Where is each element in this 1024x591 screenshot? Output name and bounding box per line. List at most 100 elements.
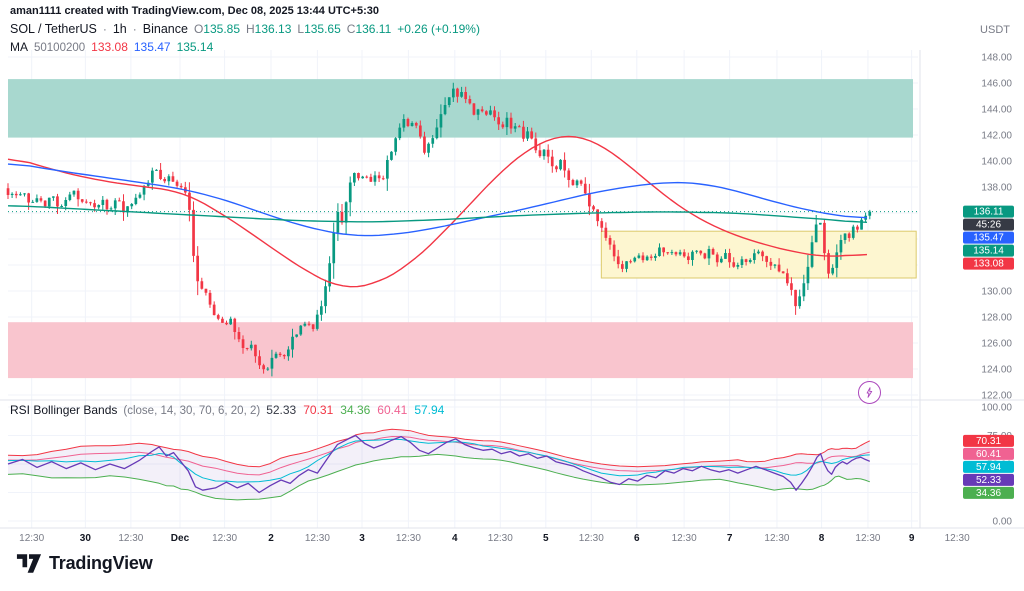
ma-indicator-title[interactable]: MA [10,40,28,54]
supply-zone [8,79,913,138]
symbol-legend: SOL / TetherUS · 1h · Binance O135.85 H1… [10,22,480,36]
time-tick-label: 4 [452,533,458,544]
open-value: O135.85 [193,22,240,36]
price-tick-label: 124.00 [981,365,1012,376]
rsi-legend-value: 57.94 [414,403,445,417]
time-tick-label: 30 [80,533,92,544]
time-tick-label: 7 [727,533,733,544]
price-tick-label: 148.00 [981,53,1012,64]
lightning-bolt-button[interactable] [858,381,881,404]
price-tick-label: 140.00 [981,157,1012,168]
tradingview-logo-icon [16,554,42,573]
price-tick-label: 142.00 [981,131,1012,142]
time-tick-label: 3 [359,533,365,544]
rsi-legend-values: 52.33 70.31 34.36 60.41 57.94 [266,403,444,417]
high-value: H136.13 [246,22,292,36]
rsi-badge [963,460,1014,473]
price-tick-label: 146.00 [981,79,1012,90]
time-tick-label: 12:30 [488,533,513,544]
currency-label: USDT [980,24,1010,36]
time-tick-label: 12:30 [396,533,421,544]
time-tick-label: 12:30 [945,533,970,544]
price-badge [963,218,1014,231]
time-axis[interactable]: 12:30 30 12:30 Dec 12:30 2 12:30 3 12:30 4 12:30 5 1… [19,533,970,544]
interval-label[interactable]: 1h [112,22,127,36]
svg-text:133.08: 133.08 [973,259,1004,270]
svg-text:136.11: 136.11 [974,207,1004,218]
separator-dot: · [132,22,137,36]
ma-line-ma50 [7,135,868,288]
consolidation-box [600,230,917,279]
svg-text:70.31: 70.31 [976,436,1001,447]
time-tick-label: 12:30 [579,533,604,544]
ma-params: 50100200 [34,42,86,54]
ma-line-ma200 [7,205,868,223]
rsi-legend-value: 60.41 [377,403,408,417]
time-tick-label: 12:30 [212,533,237,544]
lightning-bolt-icon [866,387,873,398]
rsi-badge [963,486,1014,499]
rsi-indicator-title[interactable]: RSI Bollinger Bands [10,403,118,417]
rsi-upper-band [7,428,871,468]
attribution-text: aman1111 created with TradingView.com, D… [10,5,379,17]
rsi-params: (close, 14, 30, 70, 6, 20, 2) [123,405,261,417]
rsi-pane [7,428,871,501]
close-value: C136.11 [346,22,392,36]
price-tick-label: 122.00 [981,391,1012,402]
time-tick-label: 12:30 [305,533,330,544]
low-value: L135.65 [297,22,341,36]
change-value: +0.26 (+0.19%) [397,22,480,36]
logo-text: TradingView [49,553,153,573]
axis-badges: 136.11 45:26 135.47 135.14 133.08 70.31 60.41 5… [963,205,1014,499]
ma-legend: MA 50100200 133.08 135.47 135.14 [10,40,213,54]
svg-text:135.47: 135.47 [973,233,1004,244]
rsi-line [7,434,871,494]
ma100-value: 135.47 [133,40,171,54]
time-tick-label: 9 [909,533,915,544]
rsi-legend-value: 52.33 [266,403,297,417]
time-tick-label: 5 [543,533,549,544]
svg-text:60.41: 60.41 [976,449,1001,460]
time-tick-label: 2 [268,533,274,544]
exchange-label[interactable]: Binance [142,22,188,36]
svg-text:45:26: 45:26 [976,220,1001,231]
time-tick-label: Dec [171,533,190,544]
time-tick-label: 8 [819,533,825,544]
rsi-badge [963,473,1014,486]
svg-text:135.14: 135.14 [973,246,1004,257]
rsi-tick-label: 100.00 [981,403,1012,414]
rsi-fast-line [7,438,870,483]
tradingview-logo[interactable]: TradingView [16,553,153,574]
time-tick-label: 12:30 [855,533,880,544]
price-badge [963,231,1014,244]
ma50-value: 133.08 [91,40,128,54]
candlestick-series [6,82,872,377]
svg-text:57.94: 57.94 [976,462,1001,473]
price-tick-label: 130.00 [981,287,1012,298]
time-tick-label: 12:30 [764,533,789,544]
price-tick-label: 128.00 [981,313,1012,324]
separator-dot: · [102,22,107,36]
rsi-lower-band [7,453,870,501]
time-tick-label: 12:30 [672,533,697,544]
price-badge [963,244,1014,257]
rsi-legend-value: 70.31 [303,403,334,417]
rsi-legend: RSI Bollinger Bands (close, 14, 30, 70, … [10,403,444,417]
svg-text:52.33: 52.33 [976,475,1001,486]
symbol-title[interactable]: SOL / TetherUS [10,22,97,36]
rsi-tick-label: 0.00 [993,517,1013,528]
svg-text:34.36: 34.36 [976,488,1001,499]
time-tick-label: 12:30 [19,533,44,544]
price-tick-label: 126.00 [981,339,1012,350]
rsi-legend-value: 34.36 [340,403,371,417]
demand-zone [8,322,913,379]
time-tick-label: 6 [634,533,640,544]
rsi-signal-line [7,436,870,476]
ma200-value: 135.14 [176,40,214,54]
ma-overlay-lines [7,135,868,288]
highlight-zones [8,79,917,379]
price-badge [963,257,1014,270]
price-tick-label: 138.00 [981,183,1012,194]
